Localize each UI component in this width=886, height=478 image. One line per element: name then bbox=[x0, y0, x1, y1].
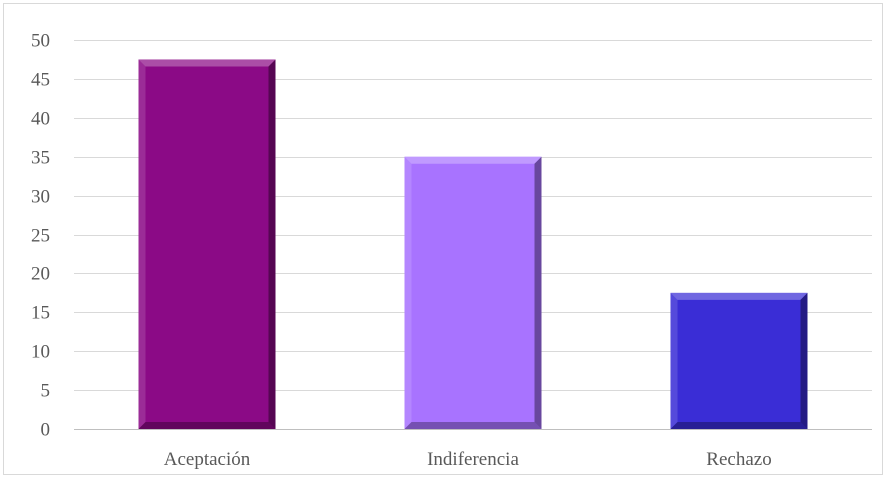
y-tick-label: 30 bbox=[31, 187, 50, 208]
y-axis-tick-labels: 0 5 10 15 20 25 30 35 40 45 50 bbox=[31, 31, 50, 441]
y-tick-label: 20 bbox=[31, 264, 50, 285]
y-tick-label: 10 bbox=[31, 342, 50, 363]
bars bbox=[138, 59, 808, 429]
x-category-label: Indiferencia bbox=[427, 449, 519, 470]
y-tick-label: 5 bbox=[41, 381, 51, 402]
y-tick-label: 40 bbox=[31, 109, 50, 130]
y-tick-label: 35 bbox=[31, 148, 50, 169]
bar-rechazo bbox=[670, 292, 808, 429]
y-tick-label: 50 bbox=[31, 31, 50, 52]
y-tick-label: 45 bbox=[31, 70, 50, 91]
x-axis-category-labels: Aceptación Indiferencia Rechazo bbox=[164, 449, 772, 470]
bar-indiferencia bbox=[404, 156, 542, 429]
y-tick-label: 0 bbox=[41, 420, 51, 441]
y-tick-label: 15 bbox=[31, 303, 50, 324]
x-category-label: Rechazo bbox=[706, 449, 771, 470]
x-category-label: Aceptación bbox=[164, 449, 251, 470]
y-tick-label: 25 bbox=[31, 226, 50, 247]
bar-aceptacion bbox=[138, 59, 276, 429]
